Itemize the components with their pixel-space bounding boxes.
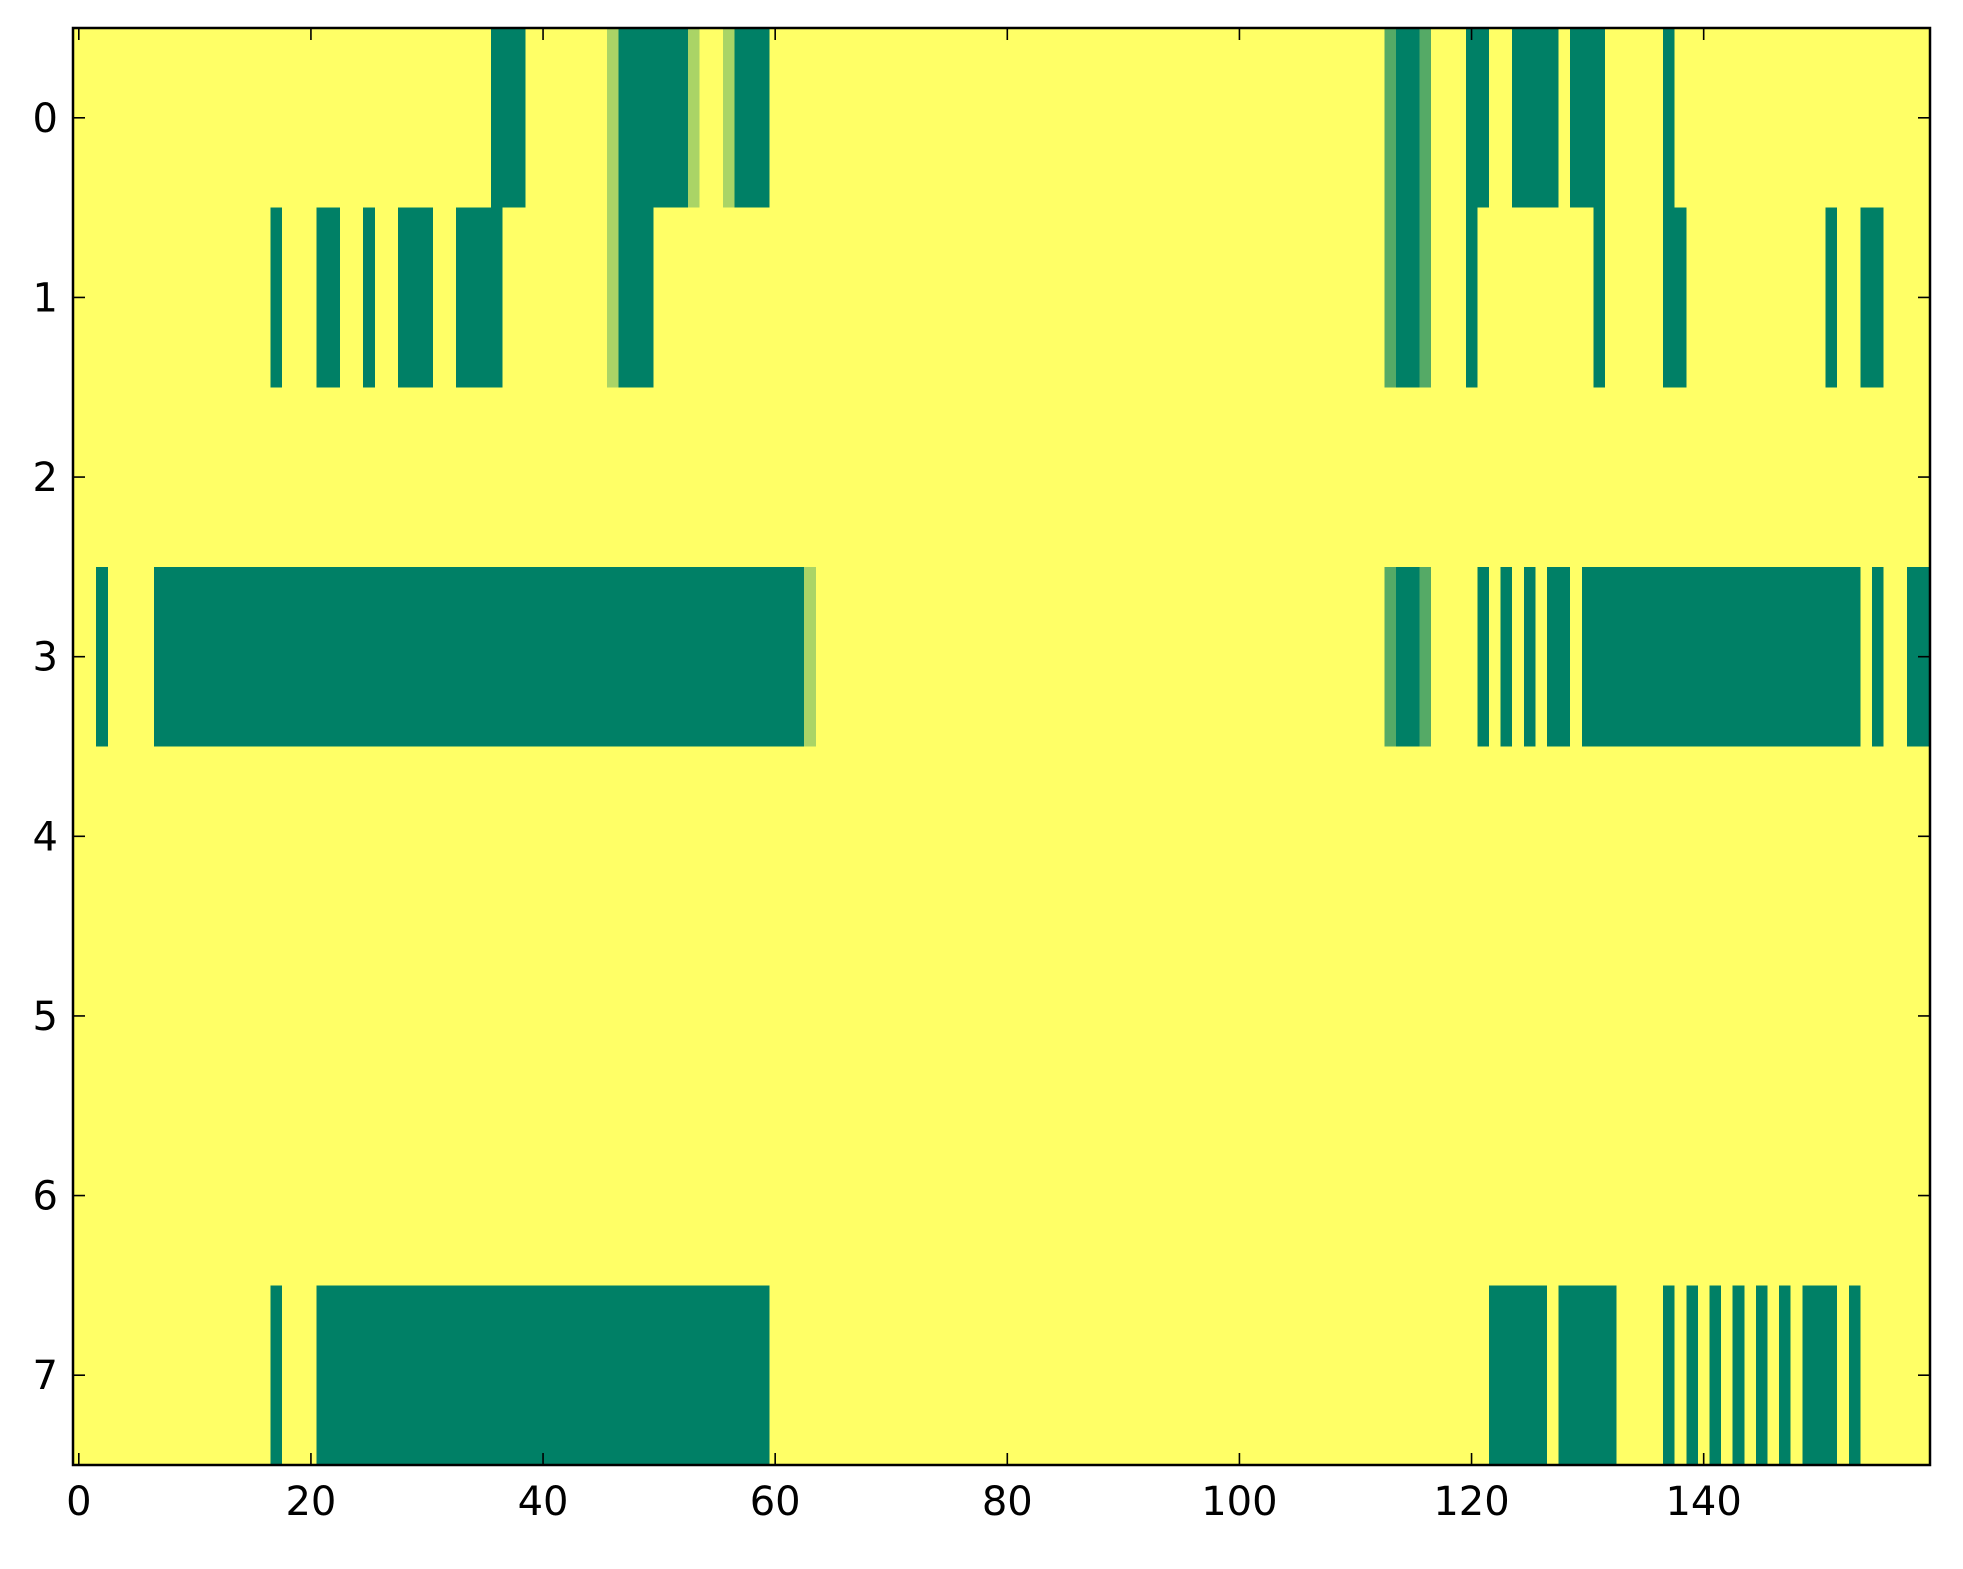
heatmap-cell-row0-0: [490, 28, 526, 208]
heatmap-cell-row1-10: [1465, 207, 1478, 388]
heatmap-cell-row0-8: [1419, 28, 1431, 208]
heatmap-cell-row0-12: [1663, 28, 1675, 208]
heatmap-cell-row3-2: [804, 566, 816, 747]
heatmap-cell-row0-3: [688, 28, 700, 208]
heatmap-cell-row1-13: [1825, 207, 1838, 388]
x-tick-label: 20: [285, 1479, 336, 1525]
heatmap-cell-row3-6: [1477, 566, 1489, 747]
heatmap-cell-row1-11: [1593, 207, 1606, 388]
heatmap-cell-row7-4: [1663, 1285, 1675, 1466]
heatmap-cell-row3-5: [1419, 566, 1431, 747]
heatmap-cell-row1-5: [606, 207, 619, 388]
heatmap-cell-row0-9: [1465, 28, 1489, 208]
plot-area: [73, 28, 1930, 1466]
heatmap-cell-row1-14: [1860, 207, 1884, 388]
heatmap-cell-row0-4: [722, 28, 735, 208]
heatmap-cell-row1-3: [397, 207, 433, 388]
heatmap-cell-row1-7: [1384, 207, 1397, 388]
heatmap-cell-row1-12: [1663, 207, 1687, 388]
heatmap-cell-row7-6: [1709, 1285, 1722, 1466]
heatmap-cell-row7-2: [1488, 1285, 1547, 1466]
heatmap-cell-row3-0: [96, 566, 108, 747]
heatmap-cell-row3-3: [1384, 566, 1397, 747]
axis-ticks: [73, 28, 1930, 1465]
heatmap-cells: [96, 28, 1930, 1466]
x-tick-label: 100: [1201, 1479, 1277, 1525]
heatmap-cell-row1-9: [1419, 207, 1431, 388]
y-tick-label: 0: [33, 96, 58, 142]
heatmap-cell-row0-2: [618, 28, 689, 208]
x-tick-label: 120: [1433, 1479, 1509, 1525]
y-tick-label: 3: [33, 635, 58, 681]
x-tick-label: 140: [1665, 1479, 1741, 1525]
heatmap-cell-row7-5: [1686, 1285, 1698, 1466]
plot-frame: [71, 26, 1932, 1467]
heatmap-cell-row3-10: [1581, 566, 1861, 747]
heatmap-cell-row0-10: [1512, 28, 1559, 208]
tick-labels: 0 20 40 60 80 100 120 140 0 1 2 3 4 5 6 7: [33, 96, 1742, 1525]
heatmap-cell-row0-7: [1396, 28, 1420, 208]
heatmap-cell-row0-5: [734, 28, 770, 208]
heatmap-cell-row0-6: [1384, 28, 1397, 208]
y-tick-label: 6: [33, 1174, 58, 1220]
x-tick-label: 80: [982, 1479, 1033, 1525]
heatmap-cell-row7-8: [1755, 1285, 1768, 1466]
heatmap-cell-row0-1: [606, 28, 619, 208]
y-tick-label: 1: [33, 275, 58, 321]
heatmap-cell-row3-9: [1546, 566, 1571, 747]
x-tick-label: 60: [750, 1479, 801, 1525]
heatmap-cell-row1-4: [456, 207, 503, 388]
heatmap-cell-row1-6: [618, 207, 654, 388]
heatmap-cell-row7-10: [1802, 1285, 1838, 1466]
heatmap-cell-row3-8: [1523, 566, 1536, 747]
heatmap-cell-row1-1: [316, 207, 340, 388]
y-tick-label: 4: [33, 814, 58, 860]
heatmap-cell-row7-3: [1558, 1285, 1617, 1466]
heatmap-cell-row3-4: [1396, 566, 1420, 747]
x-tick-label: 0: [66, 1479, 91, 1525]
y-tick-label: 5: [33, 994, 58, 1040]
heatmap-cell-row1-8: [1396, 207, 1420, 388]
heatmap-cell-row7-9: [1779, 1285, 1791, 1466]
y-tick-label: 2: [33, 455, 58, 501]
heatmap-cell-row7-1: [316, 1285, 770, 1466]
heatmap-cell-row7-7: [1732, 1285, 1745, 1466]
heatmap-cell-row1-0: [270, 207, 282, 388]
heatmap-cell-row3-11: [1871, 566, 1884, 747]
heatmap-cell-row0-11: [1570, 28, 1606, 208]
heatmap-cell-row7-11: [1848, 1285, 1861, 1466]
x-tick-label: 40: [518, 1479, 569, 1525]
heatmap-cell-row3-1: [154, 566, 805, 747]
heatmap-cell-row3-7: [1500, 566, 1513, 747]
heatmap-cell-row7-0: [270, 1285, 282, 1466]
heatmap-cell-row1-2: [363, 207, 375, 388]
y-tick-label: 7: [33, 1353, 58, 1399]
